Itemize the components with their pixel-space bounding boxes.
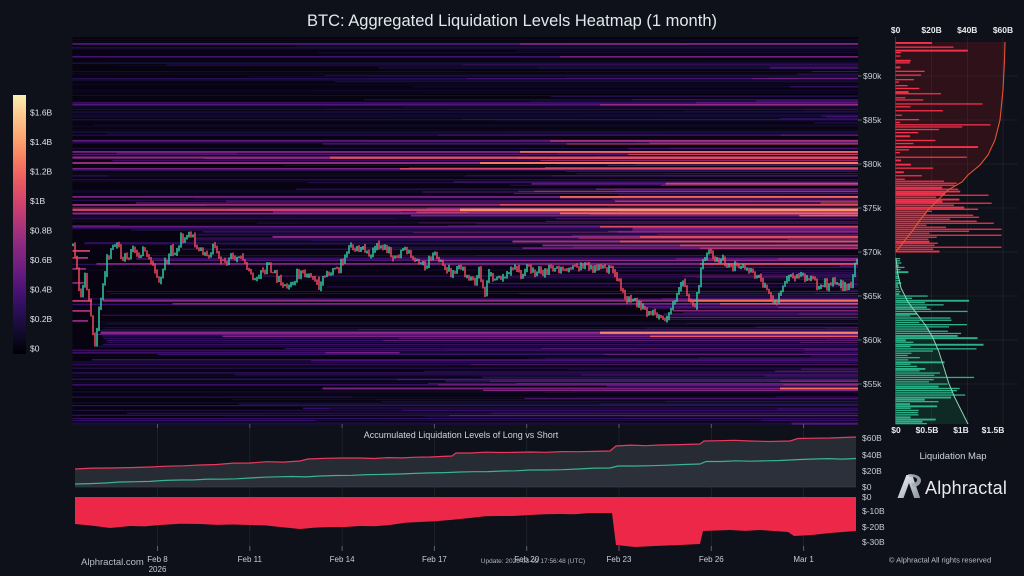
svg-text:$0: $0 (30, 343, 40, 353)
svg-text:Feb 8: Feb 8 (147, 555, 168, 564)
svg-text:$60B: $60B (862, 433, 882, 443)
svg-text:$0.8B: $0.8B (30, 226, 53, 236)
svg-text:Feb 11: Feb 11 (238, 555, 263, 564)
svg-text:$-30B: $-30B (862, 537, 885, 547)
svg-text:$0: $0 (891, 25, 901, 35)
svg-text:$-10B: $-10B (862, 506, 885, 516)
svg-text:$55k: $55k (863, 379, 882, 389)
svg-text:Feb 17: Feb 17 (422, 555, 447, 564)
svg-text:Mar 1: Mar 1 (793, 555, 814, 564)
svg-text:$20B: $20B (862, 466, 882, 476)
svg-text:BTC: Aggregated Liquidation Le: BTC: Aggregated Liquidation Levels Heatm… (307, 12, 717, 30)
svg-text:$40B: $40B (862, 450, 882, 460)
svg-text:$70k: $70k (863, 247, 882, 257)
svg-text:$60k: $60k (863, 335, 882, 345)
svg-text:$0: $0 (862, 482, 872, 492)
svg-text:$0: $0 (891, 425, 901, 435)
svg-text:$1.2B: $1.2B (30, 167, 53, 177)
svg-text:$0: $0 (862, 492, 872, 502)
svg-text:$1.6B: $1.6B (30, 108, 53, 118)
svg-text:$0.4B: $0.4B (30, 284, 53, 294)
svg-text:Feb 14: Feb 14 (330, 555, 355, 564)
svg-text:$20B: $20B (921, 25, 941, 35)
svg-text:Accumulated Liquidation Levels: Accumulated Liquidation Levels of Long v… (364, 430, 559, 440)
svg-text:$0.2B: $0.2B (30, 314, 53, 324)
svg-text:$1.4B: $1.4B (30, 137, 53, 147)
svg-text:$65k: $65k (863, 291, 882, 301)
svg-text:Alphractal: Alphractal (925, 478, 1007, 498)
svg-text:$-20B: $-20B (862, 522, 885, 532)
svg-text:$1B: $1B (953, 425, 969, 435)
svg-text:Update: 2026-03-02 17:56:48 (U: Update: 2026-03-02 17:56:48 (UTC) (481, 558, 585, 565)
svg-text:$1.5B: $1.5B (982, 425, 1005, 435)
svg-text:Feb 20: Feb 20 (514, 555, 539, 564)
svg-text:$1B: $1B (30, 196, 45, 206)
svg-text:$0.5B: $0.5B (916, 425, 939, 435)
svg-text:© Alphractal All rights reserv: © Alphractal All rights reserved (889, 556, 991, 565)
svg-text:$85k: $85k (863, 115, 882, 125)
svg-text:Liquidation Map: Liquidation Map (919, 451, 986, 462)
svg-text:$75k: $75k (863, 203, 882, 213)
svg-text:$0.6B: $0.6B (30, 255, 53, 265)
svg-text:$60B: $60B (993, 25, 1013, 35)
svg-text:$80k: $80k (863, 159, 882, 169)
svg-text:Feb 23: Feb 23 (607, 555, 632, 564)
svg-text:$90k: $90k (863, 71, 882, 81)
svg-text:Alphractal.com: Alphractal.com (81, 557, 144, 568)
svg-text:2026: 2026 (149, 565, 167, 574)
svg-text:Feb 26: Feb 26 (699, 555, 724, 564)
svg-text:$40B: $40B (957, 25, 977, 35)
